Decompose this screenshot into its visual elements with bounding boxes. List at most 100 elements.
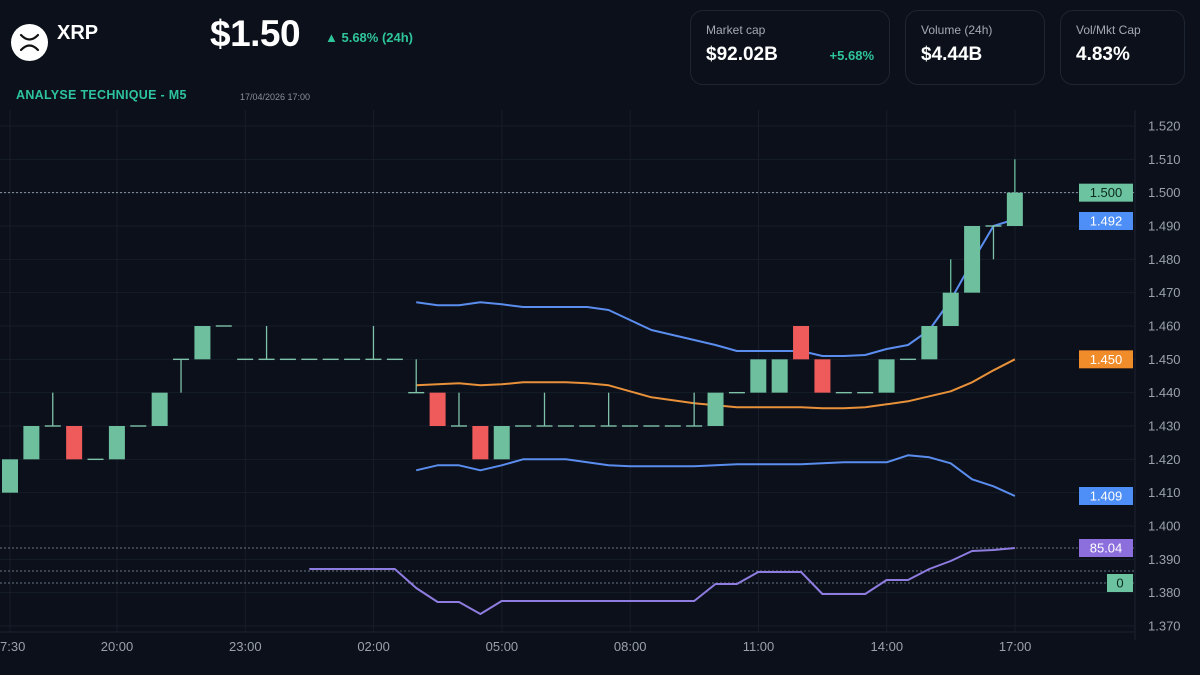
price-tag [1079, 350, 1133, 369]
candle-body-doji [600, 425, 617, 427]
candle-body-doji [557, 425, 574, 427]
xrp-logo-icon [11, 24, 48, 61]
x-tick-label: 7:30 [0, 639, 25, 654]
candle-body-doji [237, 358, 254, 361]
candle-body-up [707, 392, 724, 426]
volume-card: Volume (24h) $4.44B [905, 10, 1045, 85]
x-tick-label: 20:00 [101, 639, 134, 654]
candle-body-doji [686, 425, 703, 427]
price-tag-label: 1.409 [1090, 488, 1123, 503]
x-tick-label: 14:00 [871, 639, 904, 654]
candle-body-down [793, 325, 810, 360]
candle-body-doji [215, 325, 232, 327]
indicator-line [309, 547, 1015, 615]
y-tick-label: 1.470 [1148, 285, 1181, 300]
candle-body-up [750, 359, 767, 393]
vol-mkt-cap-card: Vol/Mkt Cap 4.83% [1060, 10, 1185, 85]
candle-body-doji [344, 358, 361, 361]
y-tick-label: 1.460 [1148, 318, 1181, 333]
price-tag [1079, 211, 1133, 230]
price-tag-label: 0 [1116, 575, 1123, 590]
candle-body-doji [622, 425, 639, 427]
price-tag-label: 85.04 [1090, 540, 1123, 555]
candle-body-doji [899, 358, 916, 361]
price-tag [1107, 573, 1133, 592]
candle-body-up [942, 292, 959, 326]
vol-mkt-cap-value: 4.83% [1076, 44, 1130, 65]
candle-body-doji [130, 425, 147, 427]
candle-body-doji [985, 225, 1002, 227]
candle-body-doji [365, 358, 382, 361]
upper-band-line [416, 218, 1016, 357]
price-change-24h: ▲ 5.68% (24h) [325, 30, 414, 45]
candle-body-doji [386, 358, 403, 361]
y-tick-label: 1.400 [1148, 518, 1181, 533]
analysis-datetime: 17/04/2026 17:00 [240, 92, 311, 102]
price-tag-label: 1.450 [1090, 352, 1123, 367]
x-tick-label: 05:00 [486, 639, 519, 654]
x-tick-label: 08:00 [614, 639, 647, 654]
candle-body-doji [579, 425, 596, 427]
y-tick-label: 1.510 [1148, 152, 1181, 167]
analysis-title: ANALYSE TECHNIQUE - M5 [16, 88, 187, 102]
candle-body-doji [408, 391, 425, 394]
y-tick-label: 1.410 [1148, 485, 1181, 500]
candle-body-up [493, 425, 510, 460]
candle-body-doji [450, 425, 467, 427]
x-tick-label: 02:00 [357, 639, 390, 654]
y-tick-label: 1.490 [1148, 218, 1181, 233]
market-cap-label: Market cap [706, 23, 766, 37]
x-tick-label: 11:00 [743, 639, 775, 654]
y-tick-label: 1.370 [1148, 618, 1181, 633]
candle-body-doji [258, 358, 275, 361]
price-tag-label: 1.492 [1090, 213, 1123, 228]
price-tag [1079, 538, 1133, 557]
candle-body-up [921, 325, 938, 360]
y-tick-label: 1.500 [1148, 185, 1181, 200]
candle-body-up [23, 425, 40, 460]
y-tick-label: 1.390 [1148, 552, 1181, 567]
candle-body-doji [515, 425, 532, 427]
candle-body-doji [279, 358, 296, 361]
market-cap-card: Market cap $92.02B +5.68% [690, 10, 890, 85]
candle-body-up [151, 392, 168, 426]
candle-body-doji [835, 391, 852, 394]
price-tag [1079, 183, 1133, 202]
x-tick-label: 17:00 [999, 639, 1032, 654]
candle-body-up [771, 359, 788, 393]
price-tag-label: 1.500 [1090, 185, 1123, 200]
y-tick-label: 1.450 [1148, 352, 1181, 367]
current-price: $1.50 [210, 13, 301, 54]
x-tick-label: 23:00 [229, 639, 262, 654]
candle-body-down [429, 392, 446, 426]
market-cap-value: $92.02B [706, 44, 778, 65]
candle-body-up [194, 325, 211, 360]
y-tick-label: 1.520 [1148, 119, 1181, 134]
candle-body-up [964, 225, 981, 293]
coin-symbol: XRP [57, 22, 99, 44]
candle-body-up [108, 425, 125, 460]
candle-body-doji [44, 425, 61, 427]
candle-body-up [878, 359, 895, 393]
price-tag [1079, 486, 1133, 505]
volume-value: $4.44B [921, 44, 983, 65]
candle-body-doji [322, 358, 339, 361]
y-tick-label: 1.420 [1148, 452, 1181, 467]
candle-body-up [1006, 192, 1023, 226]
candle-body-doji [643, 425, 660, 427]
candle-body-doji [857, 391, 874, 394]
candle-body-doji [87, 458, 104, 461]
lower-band-line [415, 454, 1016, 497]
y-tick-label: 1.430 [1148, 418, 1181, 433]
candle-body-doji [536, 425, 553, 427]
candle-body-doji [664, 425, 681, 427]
candle-body-doji [301, 358, 318, 361]
y-tick-label: 1.440 [1148, 385, 1181, 400]
candle-body-doji [728, 391, 745, 394]
candle-body-doji [173, 358, 190, 361]
y-tick-label: 1.380 [1148, 585, 1181, 600]
candle-body-up [2, 459, 18, 493]
vol-mkt-cap-label: Vol/Mkt Cap [1076, 23, 1141, 37]
y-tick-label: 1.480 [1148, 252, 1181, 267]
